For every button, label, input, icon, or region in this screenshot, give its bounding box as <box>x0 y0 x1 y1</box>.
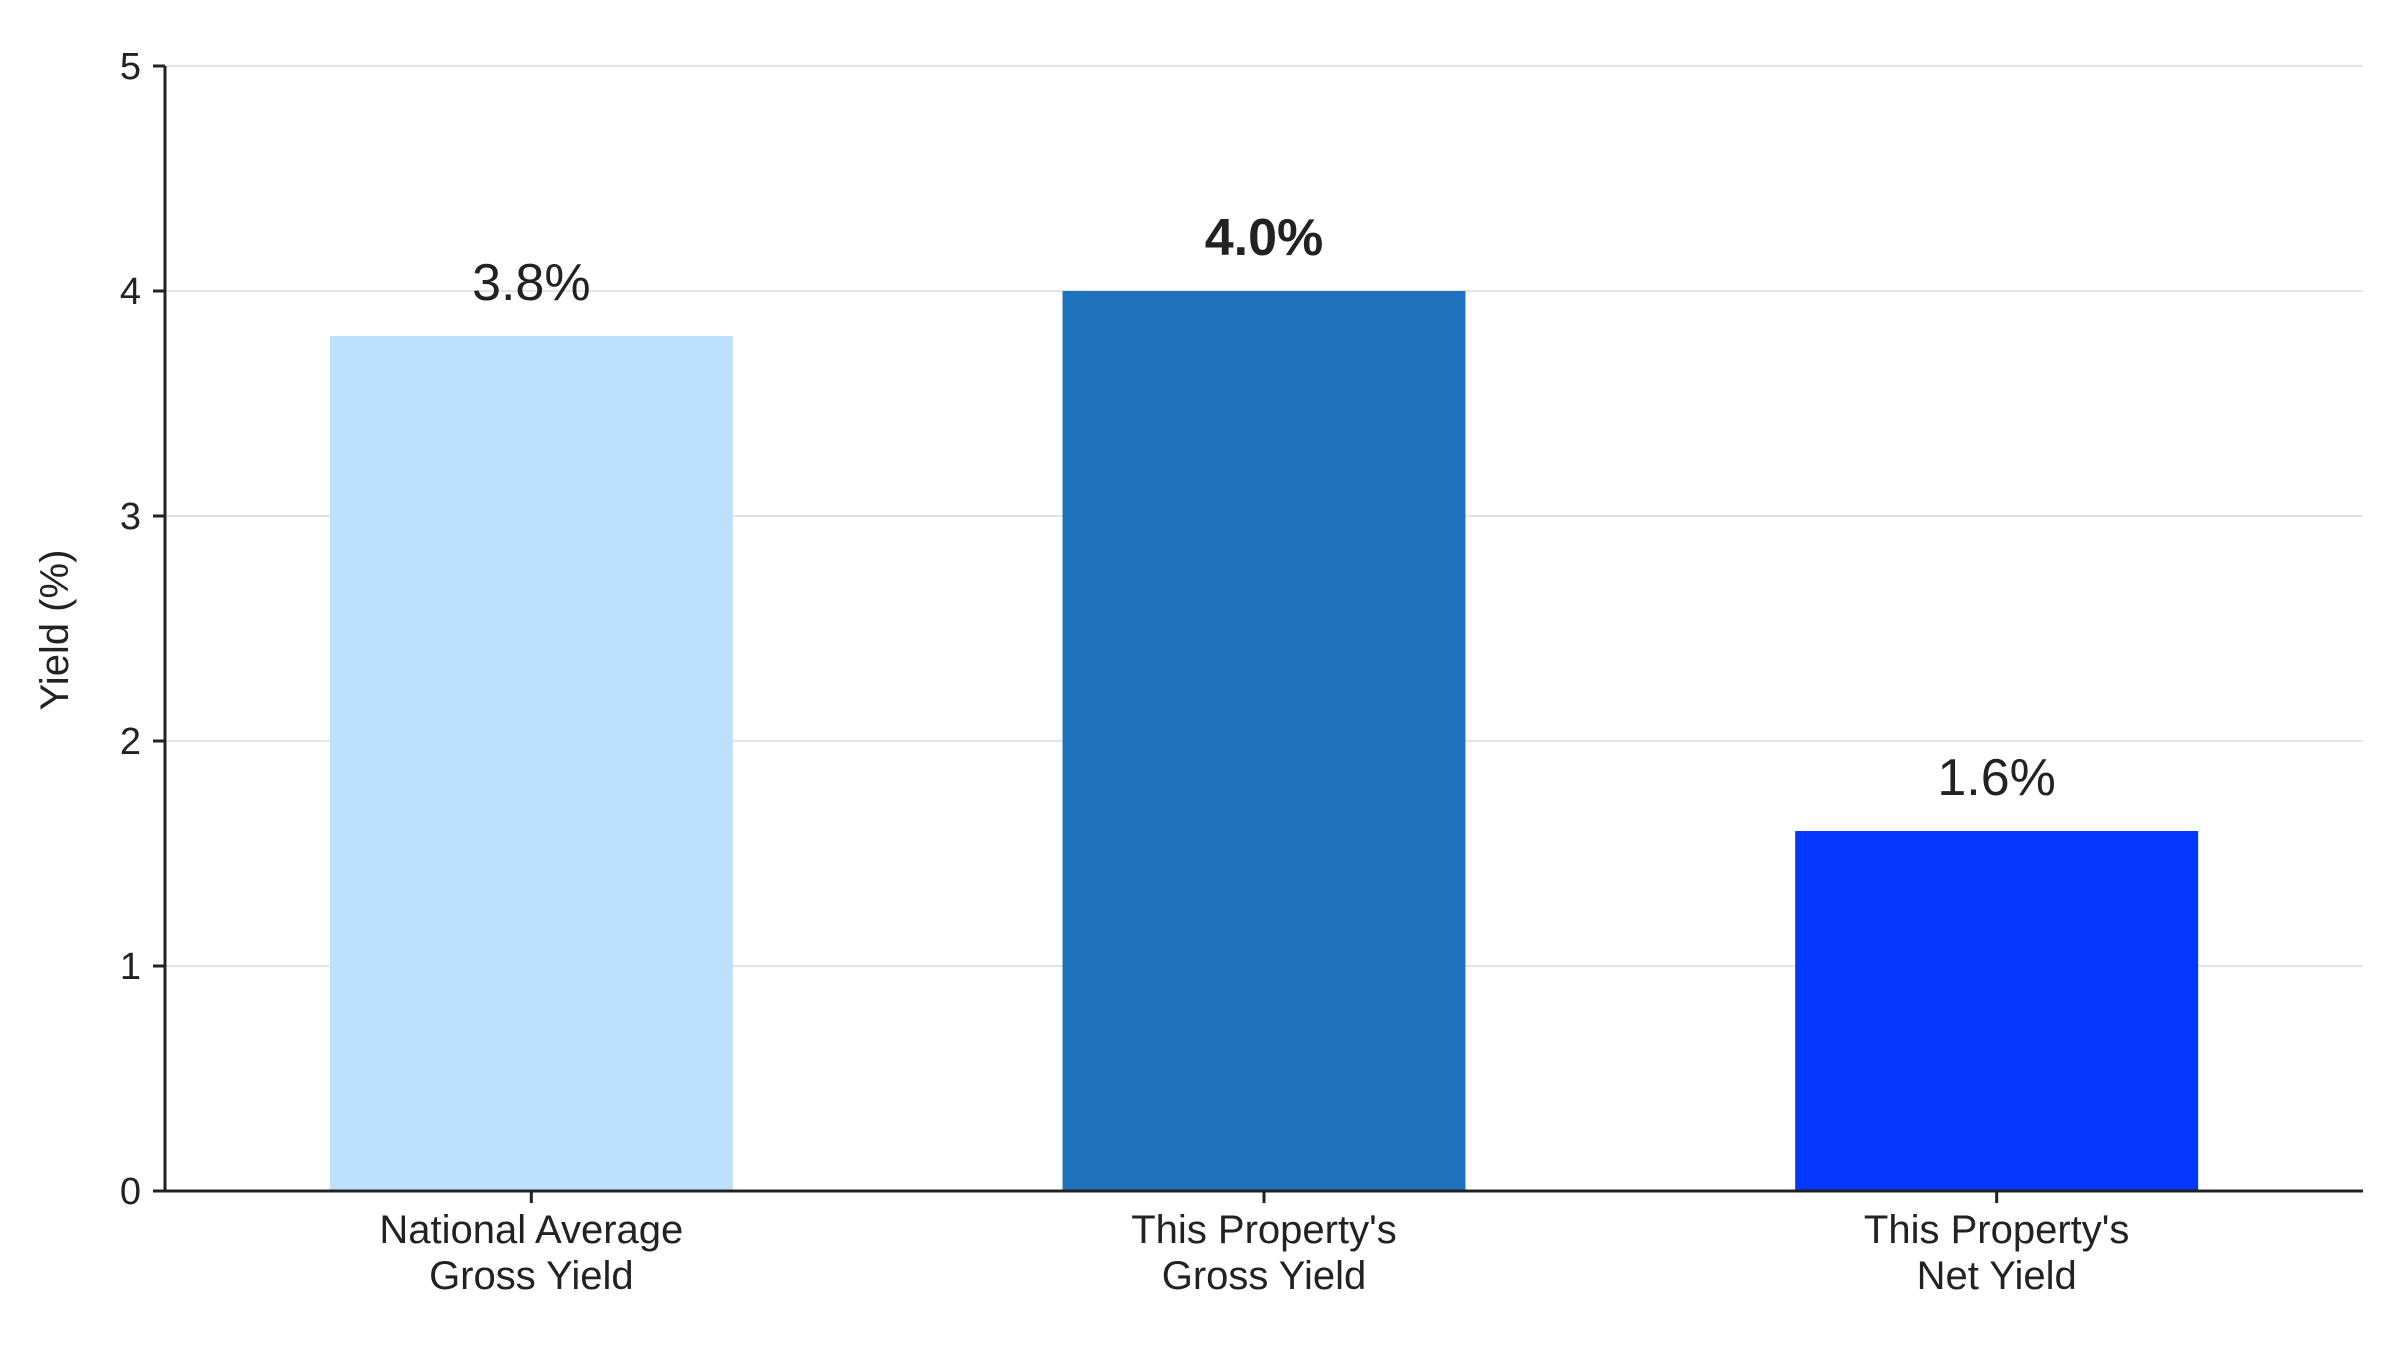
x-category-label: Gross Yield <box>1162 1254 1367 1298</box>
y-axis-label: Yield (%) <box>33 550 77 711</box>
bar <box>329 336 733 1191</box>
x-category-label: This Property's <box>1864 1208 2130 1252</box>
y-tick-label: 5 <box>120 46 141 88</box>
bar <box>1062 291 1466 1191</box>
x-category-label: Gross Yield <box>429 1254 634 1298</box>
x-category-label: Net Yield <box>1917 1254 2077 1298</box>
y-tick-label: 3 <box>120 496 141 538</box>
bars <box>329 291 2199 1191</box>
axes <box>153 64 2363 1203</box>
y-tick-label: 2 <box>120 721 141 763</box>
y-tick-label: 0 <box>120 1171 141 1213</box>
bar-value-label: 1.6% <box>1937 749 2056 807</box>
bar <box>1795 831 2199 1191</box>
x-category-label: This Property's <box>1131 1208 1397 1252</box>
y-tick-label: 4 <box>120 271 141 313</box>
x-category-label: National Average <box>379 1208 683 1252</box>
y-tick-label: 1 <box>120 946 141 988</box>
bar-value-label: 3.8% <box>472 254 591 312</box>
bar-value-label: 4.0% <box>1205 209 1324 267</box>
